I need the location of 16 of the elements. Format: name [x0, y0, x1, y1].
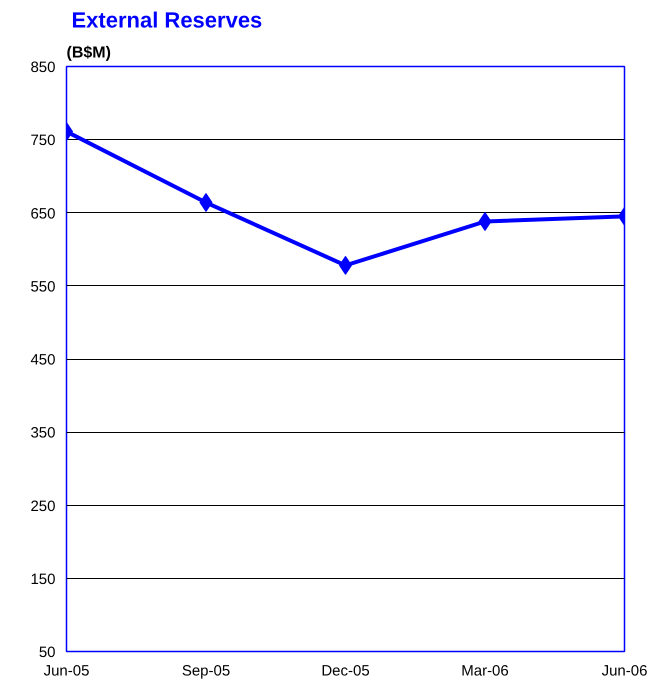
y-tick-label: 650	[30, 205, 56, 222]
x-tick-label: Mar-06	[461, 662, 509, 680]
y-tick-label: 550	[30, 278, 56, 296]
x-tick-label: Dec-05	[321, 662, 370, 680]
x-tick-label: Jun-05	[44, 662, 90, 680]
y-tick-label: 350	[30, 424, 56, 442]
y-axis-title: (B$M)	[66, 44, 111, 62]
y-tick-label: 450	[30, 352, 56, 368]
y-tick-label: 250	[30, 498, 56, 515]
x-tick-label: Sep-05	[182, 662, 230, 680]
y-tick-label: 50	[38, 644, 56, 661]
x-tick-label: Jun-06	[602, 662, 648, 680]
y-tick-label: 150	[30, 570, 56, 588]
y-tick-label: 850	[30, 59, 56, 76]
y-tick-label: 750	[30, 132, 56, 150]
chart-title: External Reserves	[72, 8, 262, 32]
